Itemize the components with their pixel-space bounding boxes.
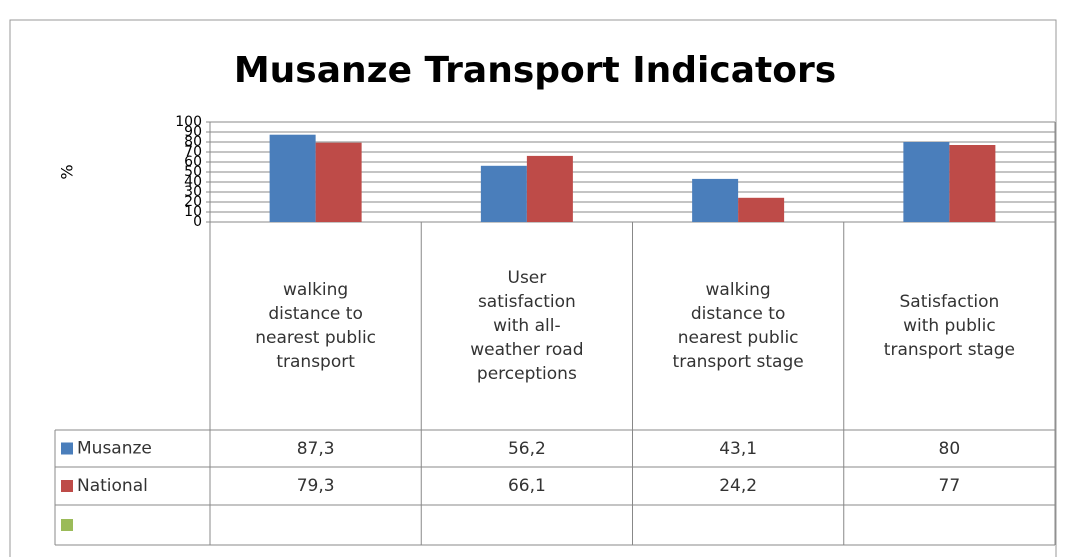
legend-swatch (61, 442, 73, 455)
table-value: 79,3 (296, 476, 335, 496)
table-value: 66,1 (507, 476, 546, 496)
bar (738, 197, 785, 222)
y-axis-label: % (58, 164, 77, 179)
legend-label: National (77, 476, 148, 496)
bar (269, 134, 316, 222)
category-label: walking distance to nearest public trans… (672, 280, 804, 372)
table-value: 56,2 (507, 438, 546, 459)
category-label: Satisfaction with public transport stage (883, 292, 1015, 360)
y-tick-label: 80 (184, 134, 202, 150)
table-value: 77 (938, 476, 961, 496)
bar (480, 165, 527, 222)
chart-title: Musanze Transport Indicators (234, 50, 836, 91)
table-value: 87,3 (296, 438, 335, 459)
y-tick-label: 50 (184, 164, 202, 180)
y-tick-label: 90 (184, 124, 202, 140)
category-label: walking distance to nearest public trans… (255, 280, 377, 372)
bar (903, 142, 950, 222)
y-tick-label: 40 (184, 174, 202, 190)
table-value: 24,2 (719, 476, 758, 496)
y-tick-label: 70 (184, 144, 202, 160)
y-tick-label: 30 (184, 184, 202, 200)
y-tick-label: 0 (193, 214, 202, 230)
bar (315, 142, 362, 222)
legend-label: Musanze (77, 439, 152, 459)
bar (692, 178, 739, 222)
y-tick-label: 100 (175, 114, 202, 130)
y-tick-label: 10 (184, 204, 202, 220)
table-value: 80 (938, 438, 961, 459)
category-label: User satisfaction with all-weather road … (470, 268, 584, 384)
legend-swatch (61, 480, 73, 492)
y-tick-label: 20 (184, 194, 202, 210)
legend-swatch (61, 519, 73, 531)
table-value: 43,1 (719, 438, 758, 459)
bar (949, 145, 996, 222)
bar (526, 155, 573, 222)
y-tick-label: 60 (184, 154, 202, 170)
